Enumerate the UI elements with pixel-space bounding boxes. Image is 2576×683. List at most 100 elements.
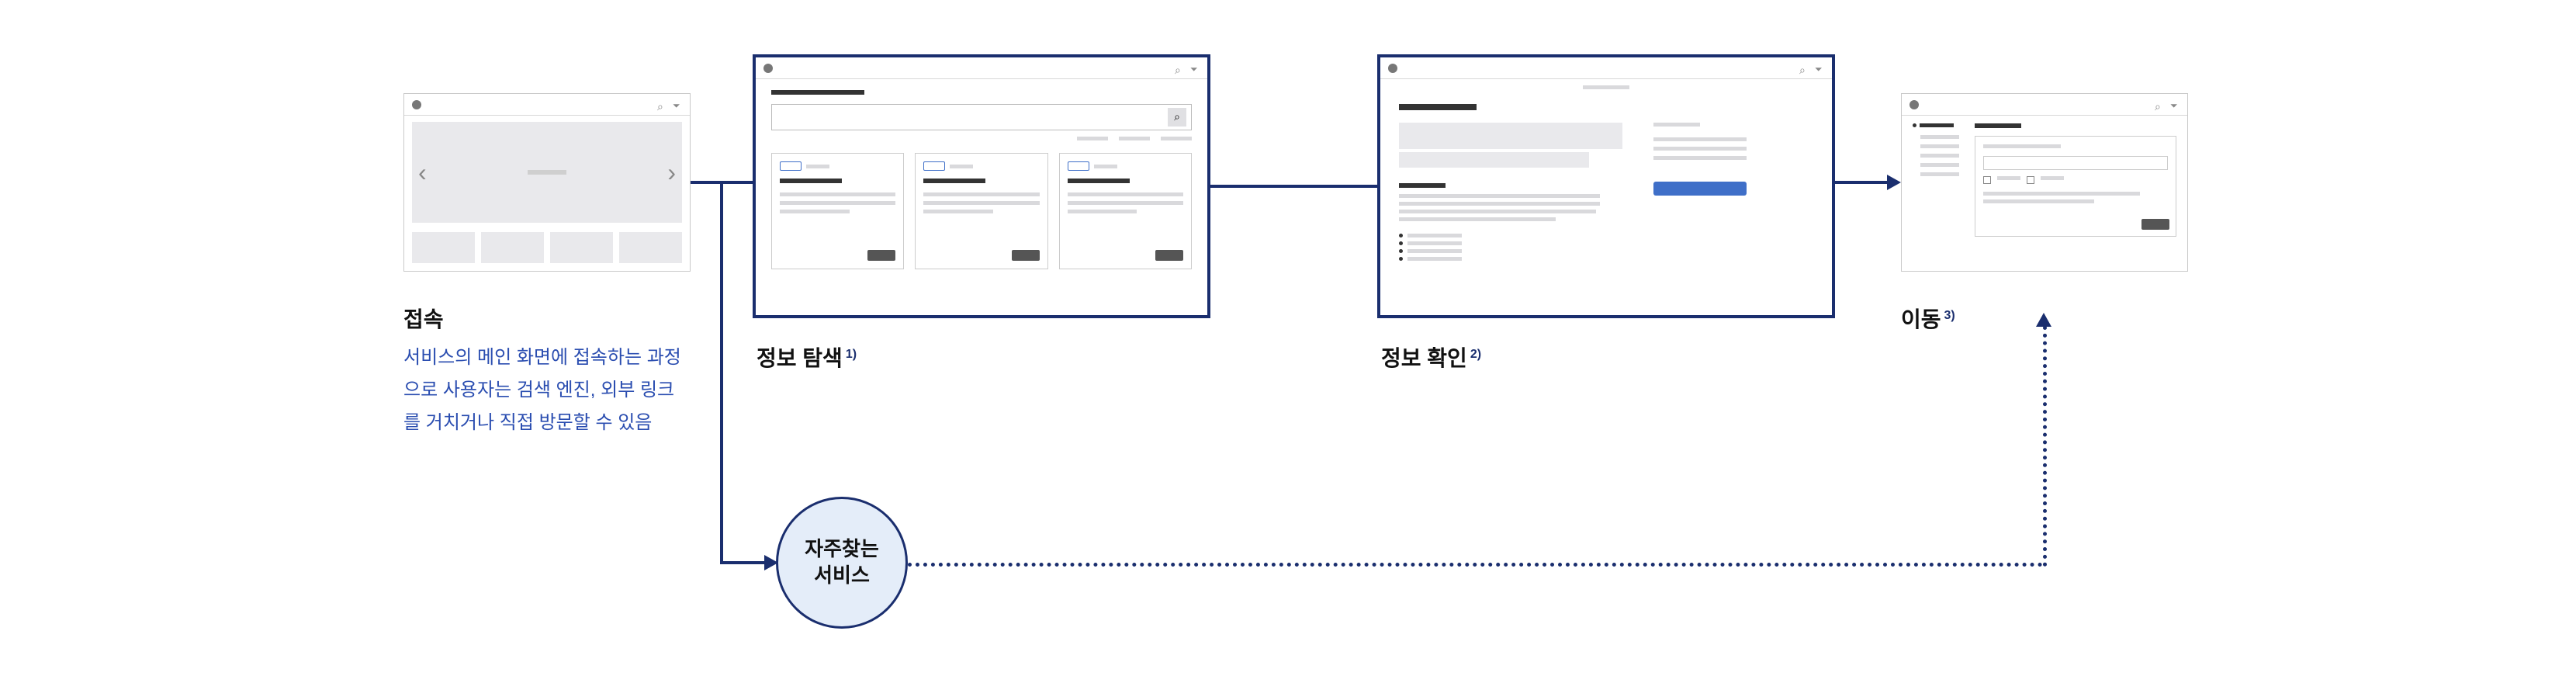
logo-dot [763,64,773,73]
chevron-left-icon [418,158,427,187]
tab [1119,137,1150,140]
step4-wireframe [1901,93,2188,272]
step2-wireframe [753,54,1210,318]
wireframe-body [404,116,690,271]
hero-carousel [412,122,682,223]
detail-lines [1399,183,1622,221]
card-line [923,201,1039,205]
user-icon [673,100,682,109]
step4-title-text: 이동 [1901,307,1941,331]
arrow-head-icon [1887,175,1901,190]
card-thumb [550,232,613,263]
step4-sup: 3) [1944,309,1955,322]
tag [1068,161,1089,171]
right-col [1653,123,1813,261]
card-line [780,210,850,213]
card-line [1068,201,1183,205]
meta [806,165,829,168]
logo-dot [1388,64,1397,73]
side-line [1653,147,1747,151]
card-title [780,179,842,183]
left-col [1399,123,1622,261]
cbx-label [2041,176,2064,180]
bullet-list [1399,234,1622,261]
side-line [1653,137,1747,141]
bullet [1399,241,1622,245]
search-icon [2155,100,2164,109]
wireframe-header [1902,94,2187,116]
result-card [915,153,1047,269]
search-icon [657,100,667,109]
card-line [1068,192,1183,196]
line [1399,202,1600,206]
search-button-icon [1168,108,1186,127]
text-line [1983,192,2140,196]
step2-title-text: 정보 탐색 [757,346,843,370]
header-icons [2155,100,2180,109]
submit-button [2141,219,2169,230]
card-button [1155,250,1183,261]
summary-block [1399,123,1622,149]
chevron-right-icon [667,158,676,187]
page-title [1975,123,2021,128]
breadcrumb [1583,85,1629,89]
checkbox-icon [1983,176,1991,184]
nav-item-active [1920,123,1954,127]
step4-title: 이동3) [1901,303,1955,334]
form-panel [1975,136,2176,237]
wireframe-body [1380,79,1832,315]
wireframe-header [1380,57,1832,79]
card-line [780,201,895,205]
tabs-row [771,137,1192,140]
text-line [1983,199,2094,203]
cbx-label [1997,176,2020,180]
side-head [1653,123,1700,127]
sidebar [1913,123,1965,263]
card-button [1012,250,1040,261]
step3-wireframe [1377,54,1835,318]
summary-block [1399,152,1589,168]
edge-shortcut-4-vert [2043,326,2047,567]
tag [923,161,945,171]
bullet [1399,234,1622,237]
side-line [1653,156,1747,160]
header-icons [1175,64,1200,73]
nav-item [1920,172,1959,176]
nav-item [1920,163,1959,167]
search-icon [1175,64,1184,73]
primary-cta-button [1653,182,1747,196]
result-card [1059,153,1192,269]
step1-title: 접속 [403,303,444,334]
searchbar [771,104,1192,130]
nav-item [1920,144,1959,148]
user-icon [1815,64,1824,73]
meta [950,165,973,168]
step1-desc: 서비스의 메인 화면에 접속하는 과정으로 사용자는 검색 엔진, 외부 링크를… [403,342,683,439]
wireframe-header [756,57,1207,79]
bullet [1399,257,1622,261]
nav-item [1920,154,1959,158]
top-line [1983,144,2061,148]
step3-title-text: 정보 확인 [1381,346,1467,370]
wireframe-body [1902,116,2187,271]
card-line [923,210,993,213]
input [1983,156,2168,170]
header-icons [657,100,682,109]
edge-3-4 [1835,181,1889,184]
wireframe-body [756,79,1207,315]
result-card [771,153,904,269]
card-line [923,192,1039,196]
user-icon [1190,64,1200,73]
edge-1-shortcut-vert [720,181,723,561]
meta [1094,165,1117,168]
card-title [1068,179,1130,183]
shortcut-circle: 자주찾는 서비스 [776,497,908,629]
page-heading [1399,104,1477,110]
tab [1161,137,1192,140]
bullet-icon [1913,123,1916,127]
card-line [1068,210,1137,213]
card-thumb [412,232,475,263]
step2-sup: 1) [846,348,857,361]
arrow-head-icon [2036,313,2051,327]
logo-dot [412,100,421,109]
